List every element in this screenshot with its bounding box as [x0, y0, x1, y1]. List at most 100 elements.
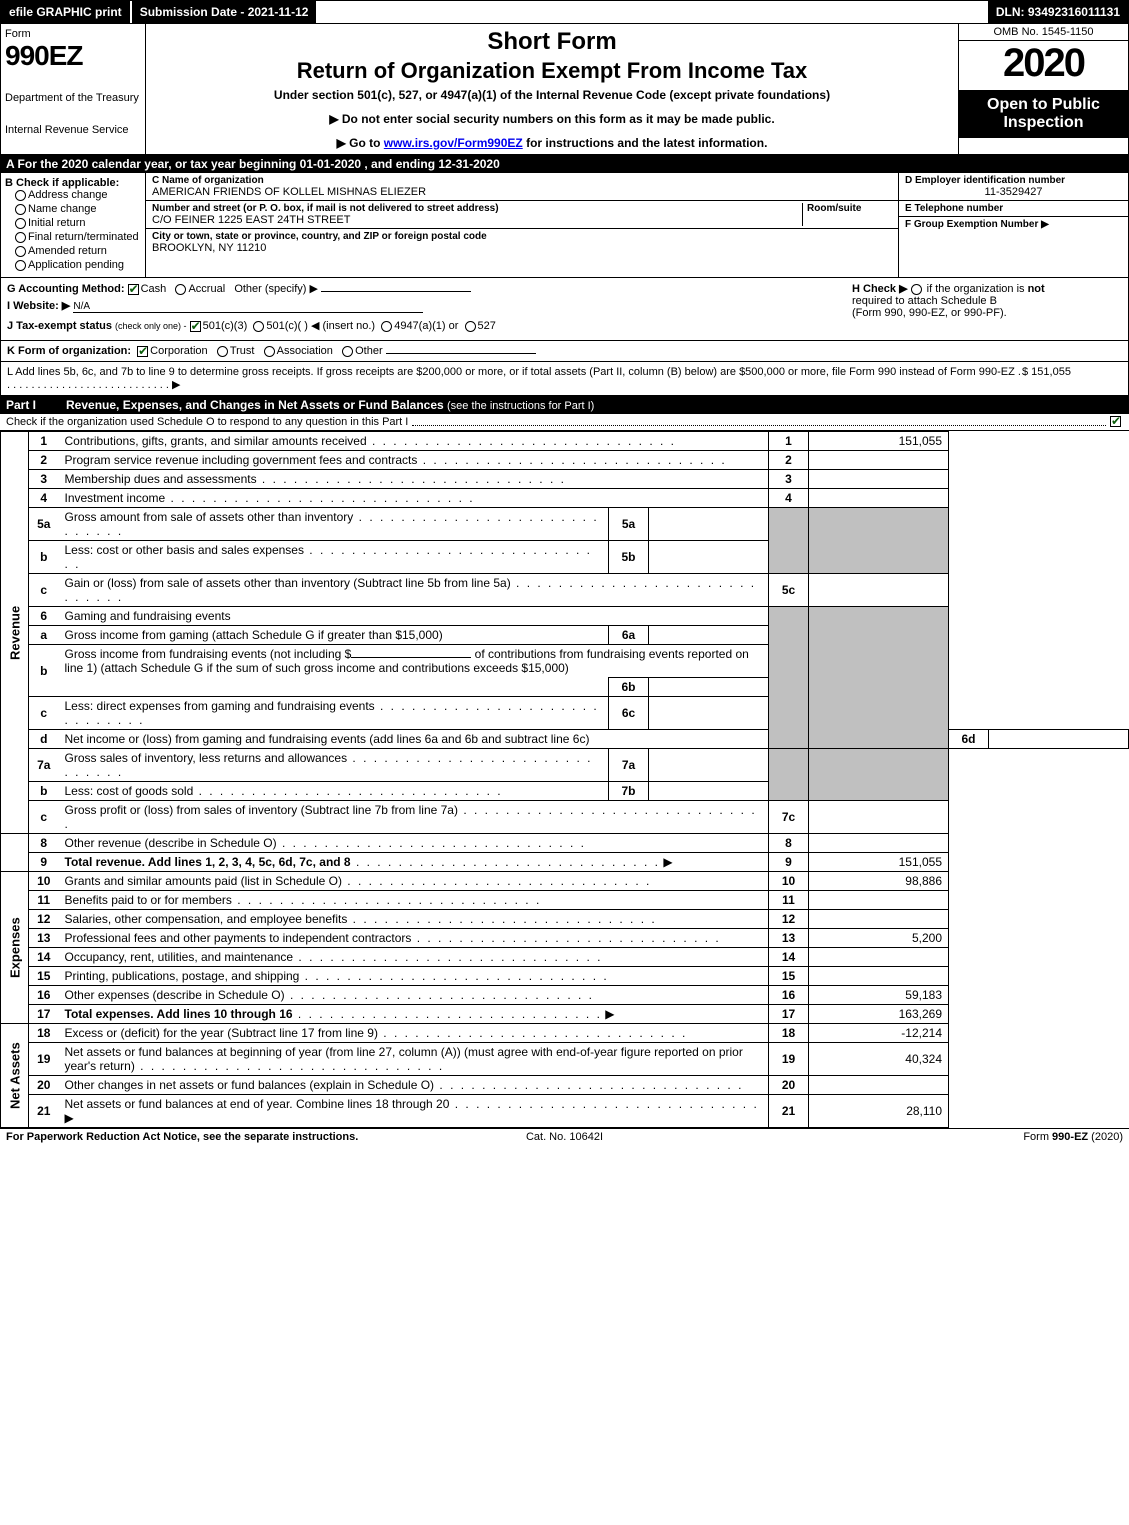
i-label: I Website: ▶ [7, 300, 70, 312]
goto-line: ▶ Go to www.irs.gov/Form990EZ for instru… [154, 136, 950, 150]
submission-date: Submission Date - 2021-11-12 [130, 1, 317, 23]
line-2: 2 Program service revenue including gove… [1, 451, 1129, 470]
part-1-subtitle: (see the instructions for Part I) [447, 400, 594, 412]
line-12: 12 Salaries, other compensation, and emp… [1, 910, 1129, 929]
k-corp-checkbox[interactable] [137, 346, 148, 357]
org-city-row: City or town, state or province, country… [146, 229, 898, 256]
h-text3: (Form 990, 990-EZ, or 990-PF). [852, 307, 1007, 319]
org-addr-label: Number and street (or P. O. box, if mail… [152, 203, 802, 214]
ein-value: 11-3529427 [905, 186, 1122, 198]
efile-label[interactable]: efile GRAPHIC print [1, 1, 130, 23]
top-bar: efile GRAPHIC print Submission Date - 20… [0, 0, 1129, 24]
section-e: E Telephone number [899, 201, 1128, 217]
goto-suffix: for instructions and the latest informat… [523, 136, 768, 150]
check-address-change[interactable]: Address change [15, 189, 141, 201]
line-10: Expenses 10 Grants and similar amounts p… [1, 872, 1129, 891]
info-block: H Check ▶ if the organization is not req… [0, 278, 1129, 341]
line-6b-amt: 6b [1, 678, 1129, 697]
line-16: 16 Other expenses (describe in Schedule … [1, 986, 1129, 1005]
footer-center: Cat. No. 10642I [378, 1131, 750, 1143]
j-501c: 501(c)( ) ◀ (insert no.) [266, 320, 375, 332]
k-other-line [386, 353, 536, 354]
j-527-checkbox[interactable] [465, 321, 476, 332]
j-4947-checkbox[interactable] [381, 321, 392, 332]
check-initial-return[interactable]: Initial return [15, 217, 141, 229]
page-footer: For Paperwork Reduction Act Notice, see … [0, 1128, 1129, 1145]
net-assets-side-label: Net Assets [1, 1024, 29, 1128]
check-application-pending[interactable]: Application pending [15, 259, 141, 271]
org-addr-value: C/O FEINER 1225 EAST 24TH STREET [152, 214, 802, 226]
open-public-badge: Open to Public Inspection [959, 90, 1128, 138]
line-6d: d Net income or (loss) from gaming and f… [1, 730, 1129, 749]
header-right: OMB No. 1545-1150 2020 Open to Public In… [958, 24, 1128, 154]
section-d: D Employer identification number 11-3529… [899, 173, 1128, 201]
section-def: D Employer identification number 11-3529… [898, 173, 1128, 277]
line-6: 6 Gaming and fundraising events [1, 607, 1129, 626]
dept-treasury: Department of the Treasury [5, 92, 141, 104]
goto-prefix: ▶ Go to [337, 136, 384, 150]
section-bcdef: B Check if applicable: Address change Na… [0, 173, 1129, 278]
line-5a: 5a Gross amount from sale of assets othe… [1, 508, 1129, 541]
j-501c3-checkbox[interactable] [190, 321, 201, 332]
line-7b: b Less: cost of goods sold 7b [1, 782, 1129, 801]
j-label: J Tax-exempt status [7, 320, 112, 332]
i-value: N/A [73, 301, 423, 313]
k-trust-checkbox[interactable] [217, 346, 228, 357]
section-b: B Check if applicable: Address change Na… [1, 173, 146, 277]
org-name-value: AMERICAN FRIENDS OF KOLLEL MISHNAS ELIEZ… [152, 186, 892, 198]
topbar-spacer [316, 1, 987, 23]
line-21: 21 Net assets or fund balances at end of… [1, 1095, 1129, 1128]
k-other: Other [355, 345, 383, 357]
line-19: 19 Net assets or fund balances at beginn… [1, 1043, 1129, 1076]
telephone-label: E Telephone number [905, 203, 1122, 214]
h-text2: required to attach Schedule B [852, 295, 997, 307]
section-c: C Name of organization AMERICAN FRIENDS … [146, 173, 898, 277]
k-label: K Form of organization: [7, 345, 131, 357]
part-1-label: Part I [6, 398, 66, 412]
j-4947: 4947(a)(1) or [394, 320, 458, 332]
k-corp: Corporation [150, 345, 207, 357]
org-addr-row: Number and street (or P. O. box, if mail… [146, 201, 898, 229]
form-number: 990EZ [5, 40, 141, 72]
line-3: 3 Membership dues and assessments 3 [1, 470, 1129, 489]
org-city-label: City or town, state or province, country… [152, 231, 892, 242]
g-cash-checkbox[interactable] [128, 284, 139, 295]
revenue-side-label: Revenue [1, 432, 29, 834]
line-7a: 7a Gross sales of inventory, less return… [1, 749, 1129, 782]
irs-link[interactable]: www.irs.gov/Form990EZ [384, 136, 523, 150]
header-left: Form 990EZ Department of the Treasury In… [1, 24, 146, 154]
line-15: 15 Printing, publications, postage, and … [1, 967, 1129, 986]
part-1-check-line: Check if the organization used Schedule … [0, 414, 1129, 431]
check-final-return[interactable]: Final return/terminated [15, 231, 141, 243]
part-1-schedule-o-checkbox[interactable] [1110, 416, 1121, 427]
room-suite-label: Room/suite [807, 203, 892, 214]
l-amount: $ 151,055 [1022, 366, 1122, 391]
expenses-side-label: Expenses [1, 872, 29, 1024]
part-1-title: Revenue, Expenses, and Changes in Net As… [66, 398, 1123, 412]
line-5c: c Gain or (loss) from sale of assets oth… [1, 574, 1129, 607]
j-501c-checkbox[interactable] [253, 321, 264, 332]
line-9: 9 Total revenue. Add lines 1, 2, 3, 4, 5… [1, 853, 1129, 872]
line-14: 14 Occupancy, rent, utilities, and maint… [1, 948, 1129, 967]
form-word: Form [5, 28, 141, 40]
k-assoc: Association [277, 345, 333, 357]
return-title: Return of Organization Exempt From Incom… [154, 58, 950, 84]
group-exemption-label: F Group Exemption Number ▶ [905, 219, 1122, 230]
h-checkbox[interactable] [911, 284, 922, 295]
line-8: 8 Other revenue (describe in Schedule O)… [1, 834, 1129, 853]
k-other-checkbox[interactable] [342, 346, 353, 357]
footer-right: Form 990-EZ (2020) [751, 1131, 1123, 1143]
part-1-table: Revenue 1 Contributions, gifts, grants, … [0, 431, 1129, 1128]
section-l: L Add lines 5b, 6c, and 7b to line 9 to … [0, 362, 1129, 396]
k-assoc-checkbox[interactable] [264, 346, 275, 357]
dept-irs: Internal Revenue Service [5, 124, 141, 136]
g-label: G Accounting Method: [7, 283, 125, 295]
ein-label: D Employer identification number [905, 175, 1122, 186]
section-f: F Group Exemption Number ▶ [899, 217, 1128, 232]
section-h: H Check ▶ if the organization is not req… [852, 282, 1122, 319]
org-name-label: C Name of organization [152, 175, 892, 186]
check-name-change[interactable]: Name change [15, 203, 141, 215]
line-18: Net Assets 18 Excess or (deficit) for th… [1, 1024, 1129, 1043]
g-accrual-checkbox[interactable] [175, 284, 186, 295]
check-amended-return[interactable]: Amended return [15, 245, 141, 257]
